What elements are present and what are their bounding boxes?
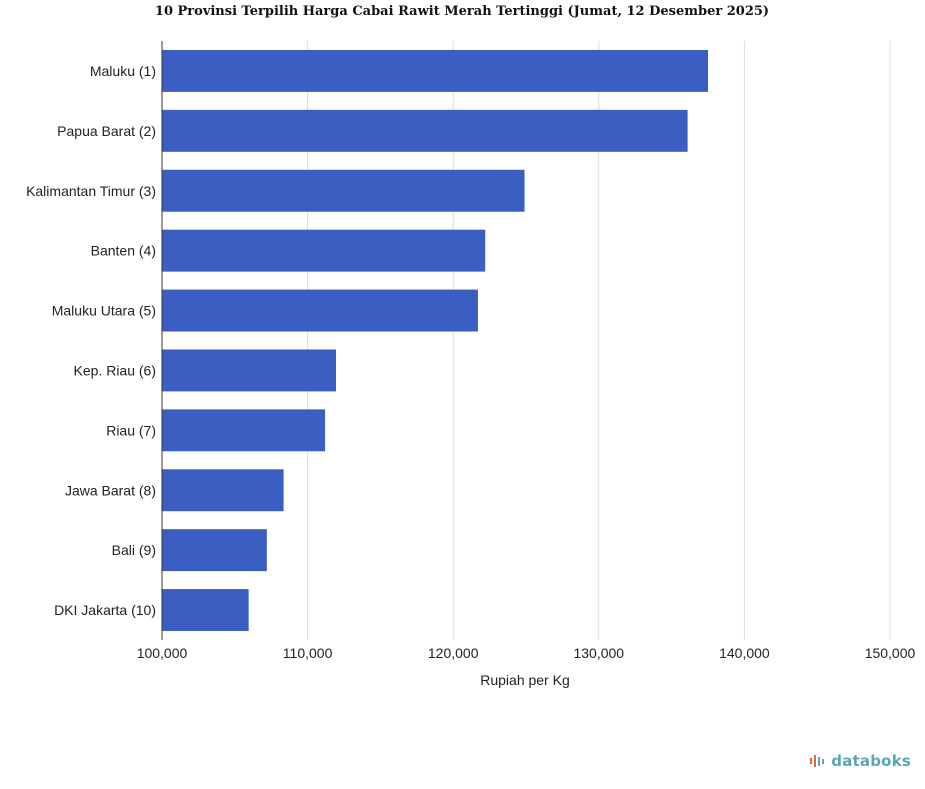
- brand-logo: databoks: [809, 752, 911, 770]
- bar: [162, 469, 284, 512]
- category-label: Kalimantan Timur (3): [26, 183, 156, 199]
- category-label: Maluku (1): [90, 63, 156, 79]
- bar: [162, 589, 249, 632]
- x-tick-label: 100,000: [137, 645, 188, 661]
- x-tick-label: 140,000: [719, 645, 770, 661]
- category-label: Riau (7): [106, 422, 156, 438]
- x-tick-label: 120,000: [428, 645, 479, 661]
- x-tick-label: 150,000: [865, 645, 916, 661]
- databoks-logo-icon: [810, 755, 825, 767]
- bar: [162, 409, 326, 452]
- category-label: Jawa Barat (8): [65, 482, 156, 498]
- category-labels: Maluku (1) Papua Barat (2) Kalimantan Timu…: [26, 63, 156, 618]
- x-axis-title: Rupiah per Kg: [480, 672, 570, 688]
- x-tick-labels: 100,000 110,000 120,000 130,000 140,000 150,0…: [137, 645, 916, 661]
- bar: [162, 109, 688, 152]
- category-label: Bali (9): [112, 542, 156, 558]
- x-tick-label: 110,000: [283, 645, 333, 661]
- category-label: Kep. Riau (6): [74, 362, 156, 378]
- category-label: DKI Jakarta (10): [54, 602, 156, 618]
- bar: [162, 169, 525, 212]
- bars: [162, 49, 708, 632]
- bar: [162, 49, 708, 92]
- category-label: Maluku Utara (5): [52, 303, 156, 319]
- x-tick-label: 130,000: [573, 645, 624, 661]
- brand-name: databoks: [831, 752, 911, 770]
- bar: [162, 289, 478, 332]
- bar: [162, 529, 267, 572]
- bar: [162, 229, 486, 272]
- category-label: Papua Barat (2): [57, 123, 156, 139]
- bar: [162, 349, 336, 392]
- category-label: Banten (4): [91, 243, 156, 259]
- chart-title: 10 Provinsi Terpilih Harga Cabai Rawit M…: [155, 4, 769, 19]
